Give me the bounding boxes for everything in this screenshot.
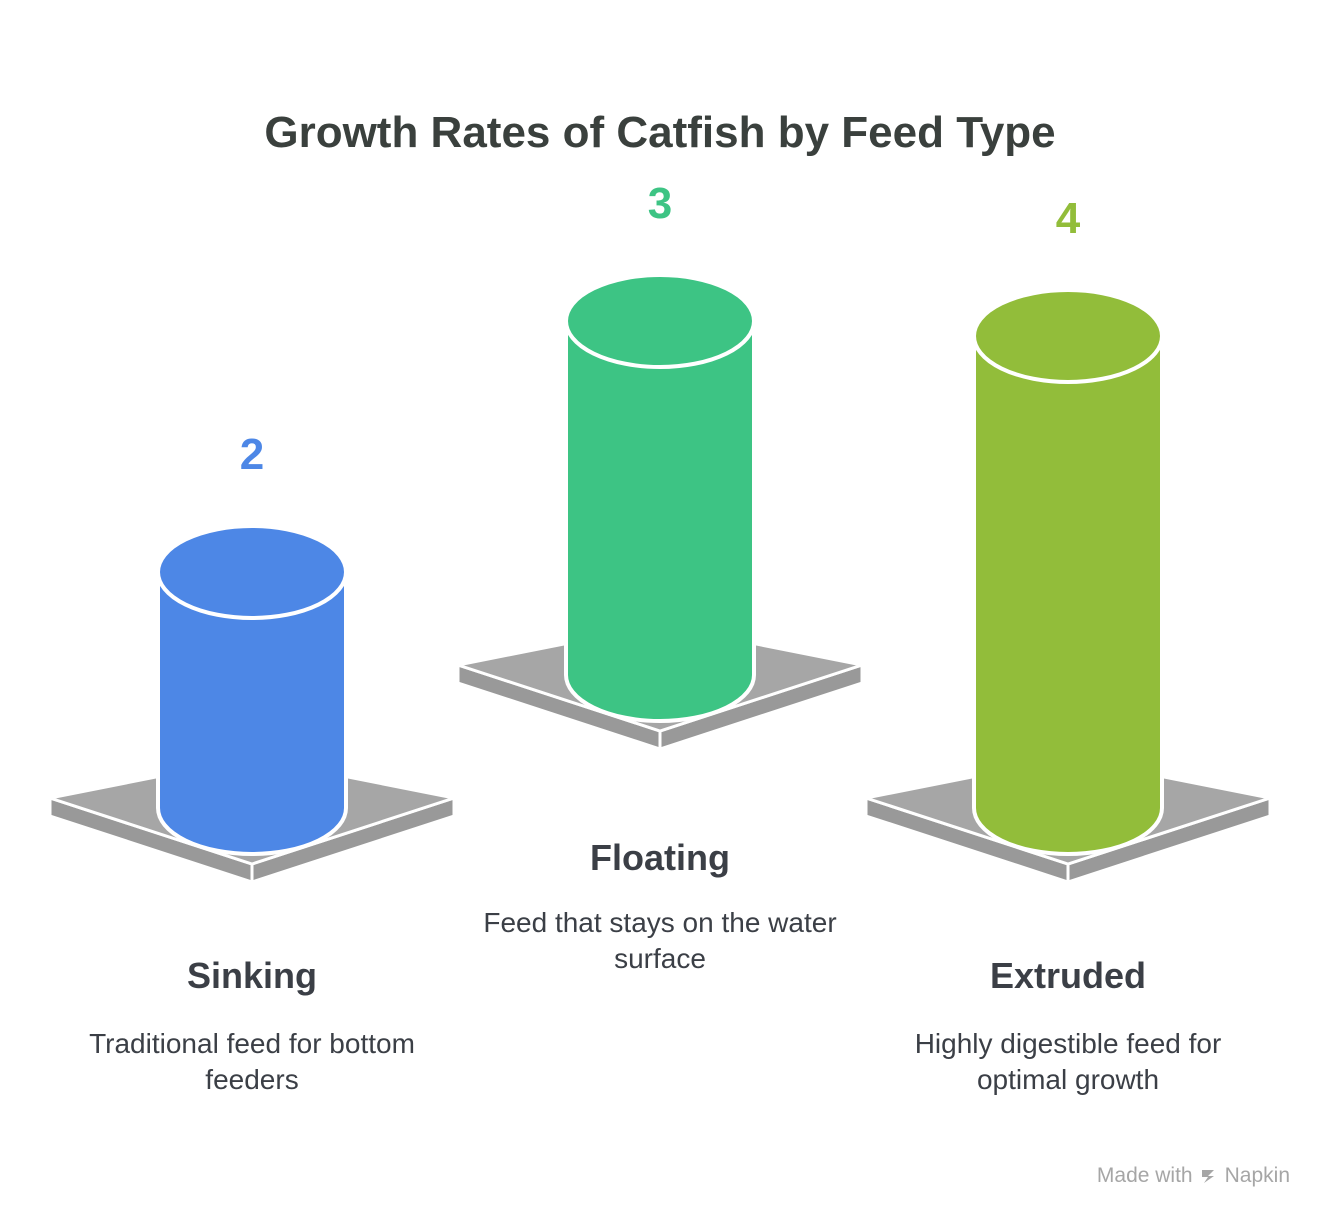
watermark: Made with Napkin [1097,1164,1290,1188]
description-floating: Feed that stays on the water surface [483,907,837,974]
chart-title: Growth Rates of Catfish by Feed Type [264,108,1056,157]
bar-top-sinking [156,524,348,620]
value-label-floating: 3 [647,179,673,228]
description-sinking: Traditional feed for bottom feeders [89,1028,415,1095]
value-label-extruded: 4 [1055,194,1081,243]
bar-body-floating [564,319,756,723]
category-label-sinking: Sinking [186,955,317,996]
brand-text: Napkin [1224,1164,1290,1187]
napkin-logo-icon [1201,1170,1214,1183]
bar-body-sinking [156,570,348,856]
category-label-extruded: Extruded [989,955,1147,996]
description-extruded: Highly digestible feed for optimal growt… [914,1028,1222,1095]
bar-top-floating [564,273,756,369]
bar-body-extruded [972,334,1164,856]
value-label-sinking: 2 [239,430,265,479]
bar-top-extruded [972,288,1164,384]
category-label-floating: Floating [590,837,730,878]
made-with-text: Made with [1096,1164,1193,1187]
